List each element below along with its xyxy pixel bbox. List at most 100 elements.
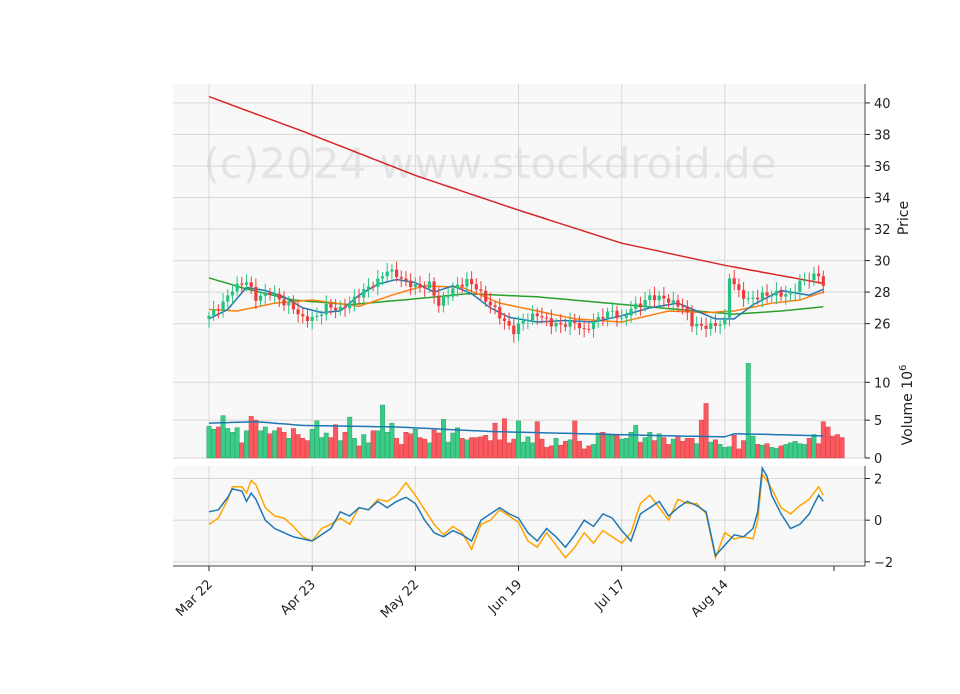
candle-body [549,318,553,327]
volume-bar [319,437,324,459]
candle-body [455,284,460,289]
volume-bar [572,420,578,459]
candle-body [770,295,774,297]
volume-bar [820,421,826,459]
y-tick-label: 40 [874,97,891,112]
candle-body [817,273,821,277]
volume-bar [511,438,517,459]
candle-body [530,313,535,321]
candle-body [263,292,267,296]
candle-body [207,315,211,319]
candle-body [446,296,450,298]
y-tick-label: 36 [874,160,891,175]
candle-body [732,278,736,285]
volume-bar [834,434,840,459]
candle-body [380,276,385,279]
volume-bar [562,441,568,459]
candle-body [319,314,324,316]
candle-body [554,322,558,327]
price-line-ma50 [208,277,824,315]
volume-bar [272,430,278,459]
volume-label-text: Volume 10 [900,371,916,445]
candle-body [394,269,399,277]
volume-bar [408,433,414,459]
volume-bar [337,440,343,459]
y-tick-label: 2 [874,473,882,488]
volume-bar [816,443,822,459]
candle-body [596,316,600,322]
volume-bar [708,441,714,459]
candle-body [741,289,746,299]
volume-bar [727,446,732,459]
x-tick-label: Mar 22 [173,577,216,620]
candle-body [230,291,235,296]
candle-body [465,278,469,287]
candle-body [423,286,427,289]
candle-body [723,317,727,325]
volume-bar [436,432,442,459]
candle-body [793,291,797,294]
volume-bar [839,437,845,459]
candle-body [338,306,342,311]
x-tick-label: Apr 23 [278,577,319,618]
candle-body [765,292,769,296]
volume-bar [586,445,592,459]
volume-bar [258,430,264,459]
candle-body [695,323,699,327]
volume-bar [731,435,737,459]
volume-bar [262,426,268,459]
volume-bar [497,439,503,459]
y-tick-label: 38 [874,128,891,143]
x-tick-label: Jun 19 [485,577,525,617]
volume-bar [666,444,672,459]
candle-body [268,292,272,295]
volume-bar [623,438,629,459]
candle-body [713,323,718,326]
volume-bar [764,443,770,459]
candle-body [362,289,366,298]
volume-label-exponent: 6 [898,365,909,371]
candle-body [413,284,417,288]
candle-body [788,293,793,295]
volume-bar [380,404,385,459]
y-tick-label: 0 [874,452,882,467]
volume-bar [806,438,812,459]
candle-body [221,301,225,311]
candle-body [568,320,572,327]
volume-bar [473,437,479,459]
candle-body [634,303,638,309]
candle-body [512,325,516,335]
candle-body [784,294,788,297]
volume-bar [445,441,451,459]
volume-bar [370,430,376,459]
volume-bar [450,432,456,459]
volume-bar [567,439,573,459]
volume-bar [206,425,212,459]
candle-body [652,295,657,301]
candle-body [709,323,713,329]
candles [207,261,825,343]
volume-bar [553,438,559,459]
volume-ma-line [208,420,824,438]
y-tick-label: −2 [874,556,893,571]
candle-body [643,300,647,308]
price-line-ma200 [208,95,824,285]
candle-body [484,290,488,302]
candle-body [812,273,816,281]
candle-body [348,303,352,309]
volume-bar [234,427,240,459]
volume-bar [609,435,615,459]
volume-bar [703,403,709,459]
volume-bar [506,442,512,459]
candle-body [470,278,474,285]
volume-bar [548,445,554,459]
y-tick-label: 32 [874,223,891,238]
candle-body [460,284,464,287]
volume-bar [412,428,418,459]
volume-bar [455,427,460,459]
candle-body [235,283,239,292]
candle-body [648,295,652,301]
volume-bar [802,444,808,459]
y-tick-label: 28 [874,286,891,301]
candle-body [474,284,478,290]
